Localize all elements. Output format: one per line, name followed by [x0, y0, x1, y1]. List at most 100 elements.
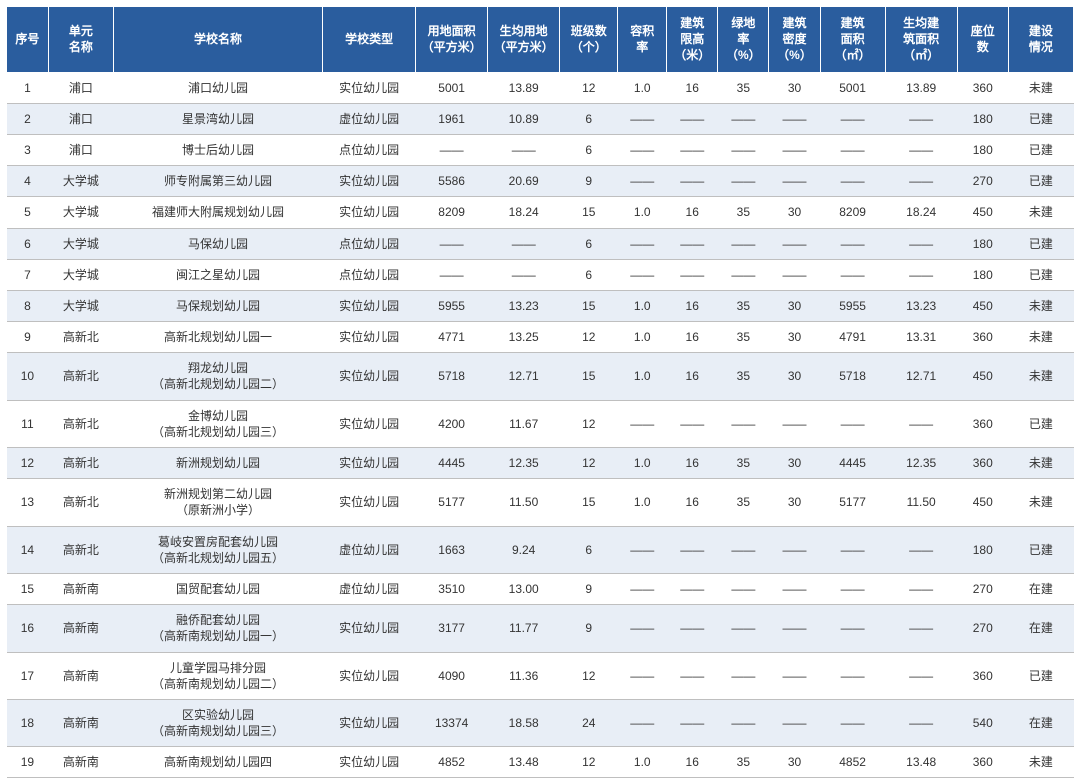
cell-idx: 4: [7, 166, 49, 197]
cell-bld_area: 4852: [820, 747, 885, 778]
cell-seats: 360: [957, 652, 1008, 699]
table-row: 11高新北金博幼儿园（高新北规划幼儿园三）实位幼儿园420011.6712———…: [7, 400, 1074, 447]
cell-density: ——: [769, 573, 820, 604]
cell-green: ——: [718, 573, 769, 604]
cell-green: 35: [718, 290, 769, 321]
cell-green: ——: [718, 259, 769, 290]
cell-density: ——: [769, 259, 820, 290]
cell-classes: 12: [560, 400, 618, 447]
col-header-seats: 座位数: [957, 7, 1008, 73]
cell-green: 35: [718, 448, 769, 479]
cell-far: 1.0: [618, 72, 667, 103]
cell-per_bld: ——: [885, 605, 957, 652]
cell-classes: 9: [560, 605, 618, 652]
cell-bld_area: 5955: [820, 290, 885, 321]
table-row: 14高新北葛岐安置房配套幼儿园（高新北规划幼儿园五）虚位幼儿园16639.246…: [7, 526, 1074, 573]
cell-density: ——: [769, 605, 820, 652]
col-header-idx: 序号: [7, 7, 49, 73]
cell-per_bld: ——: [885, 228, 957, 259]
cell-height_lim: ——: [667, 652, 718, 699]
cell-idx: 9: [7, 322, 49, 353]
cell-seats: 450: [957, 353, 1008, 400]
cell-per_land: 13.48: [488, 747, 560, 778]
cell-status: 已建: [1008, 103, 1073, 134]
cell-school: 新洲规划幼儿园: [113, 448, 322, 479]
cell-idx: 7: [7, 259, 49, 290]
cell-density: ——: [769, 134, 820, 165]
cell-classes: 6: [560, 228, 618, 259]
cell-type: 实位幼儿园: [323, 479, 416, 526]
cell-bld_area: ——: [820, 134, 885, 165]
cell-per_bld: 13.23: [885, 290, 957, 321]
cell-unit: 高新南: [48, 699, 113, 746]
cell-seats: 270: [957, 573, 1008, 604]
cell-far: ——: [618, 400, 667, 447]
cell-land_area: 3177: [416, 605, 488, 652]
cell-classes: 12: [560, 652, 618, 699]
cell-seats: 360: [957, 322, 1008, 353]
cell-density: ——: [769, 166, 820, 197]
table-row: 6大学城马保幼儿园点位幼儿园————6————————————180已建: [7, 228, 1074, 259]
cell-idx: 14: [7, 526, 49, 573]
table-row: 2浦口星景湾幼儿园虚位幼儿园196110.896————————————180已…: [7, 103, 1074, 134]
cell-green: ——: [718, 605, 769, 652]
cell-school: 高新北规划幼儿园一: [113, 322, 322, 353]
cell-unit: 高新北: [48, 353, 113, 400]
cell-status: 未建: [1008, 197, 1073, 228]
table-row: 1浦口浦口幼儿园实位幼儿园500113.89121.0163530500113.…: [7, 72, 1074, 103]
col-header-far: 容积率: [618, 7, 667, 73]
cell-density: ——: [769, 103, 820, 134]
kindergarten-planning-table: 序号单元名称学校名称学校类型用地面积（平方米）生均用地（平方米）班级数（个）容积…: [6, 6, 1074, 778]
table-row: 4大学城师专附属第三幼儿园实位幼儿园558620.699————————————…: [7, 166, 1074, 197]
cell-green: ——: [718, 699, 769, 746]
cell-land_area: 5955: [416, 290, 488, 321]
cell-height_lim: ——: [667, 166, 718, 197]
cell-green: ——: [718, 103, 769, 134]
cell-per_land: 12.71: [488, 353, 560, 400]
cell-seats: 180: [957, 103, 1008, 134]
cell-type: 虚位幼儿园: [323, 573, 416, 604]
cell-height_lim: 16: [667, 448, 718, 479]
cell-bld_area: 4445: [820, 448, 885, 479]
table-row: 18高新南区实验幼儿园（高新南规划幼儿园三）实位幼儿园1337418.5824—…: [7, 699, 1074, 746]
cell-per_bld: ——: [885, 699, 957, 746]
col-header-green: 绿地率（%）: [718, 7, 769, 73]
cell-density: ——: [769, 228, 820, 259]
cell-green: 35: [718, 353, 769, 400]
cell-height_lim: ——: [667, 605, 718, 652]
cell-type: 实位幼儿园: [323, 353, 416, 400]
cell-bld_area: ——: [820, 166, 885, 197]
cell-type: 点位幼儿园: [323, 228, 416, 259]
cell-seats: 360: [957, 400, 1008, 447]
cell-type: 实位幼儿园: [323, 400, 416, 447]
cell-classes: 15: [560, 197, 618, 228]
cell-height_lim: 16: [667, 197, 718, 228]
cell-status: 未建: [1008, 72, 1073, 103]
cell-unit: 高新南: [48, 652, 113, 699]
cell-height_lim: ——: [667, 228, 718, 259]
cell-green: ——: [718, 526, 769, 573]
cell-density: 30: [769, 72, 820, 103]
col-header-school: 学校名称: [113, 7, 322, 73]
cell-height_lim: 16: [667, 72, 718, 103]
cell-school: 博士后幼儿园: [113, 134, 322, 165]
cell-land_area: 4445: [416, 448, 488, 479]
cell-bld_area: ——: [820, 400, 885, 447]
cell-density: 30: [769, 353, 820, 400]
cell-seats: 450: [957, 290, 1008, 321]
cell-unit: 大学城: [48, 197, 113, 228]
cell-school: 福建师大附属规划幼儿园: [113, 197, 322, 228]
cell-school: 浦口幼儿园: [113, 72, 322, 103]
cell-unit: 浦口: [48, 72, 113, 103]
cell-status: 已建: [1008, 228, 1073, 259]
cell-land_area: ——: [416, 228, 488, 259]
cell-green: ——: [718, 134, 769, 165]
cell-per_land: 11.36: [488, 652, 560, 699]
cell-seats: 180: [957, 134, 1008, 165]
cell-far: 1.0: [618, 747, 667, 778]
cell-unit: 高新北: [48, 526, 113, 573]
cell-status: 已建: [1008, 526, 1073, 573]
cell-land_area: 5177: [416, 479, 488, 526]
cell-bld_area: ——: [820, 259, 885, 290]
cell-seats: 450: [957, 479, 1008, 526]
